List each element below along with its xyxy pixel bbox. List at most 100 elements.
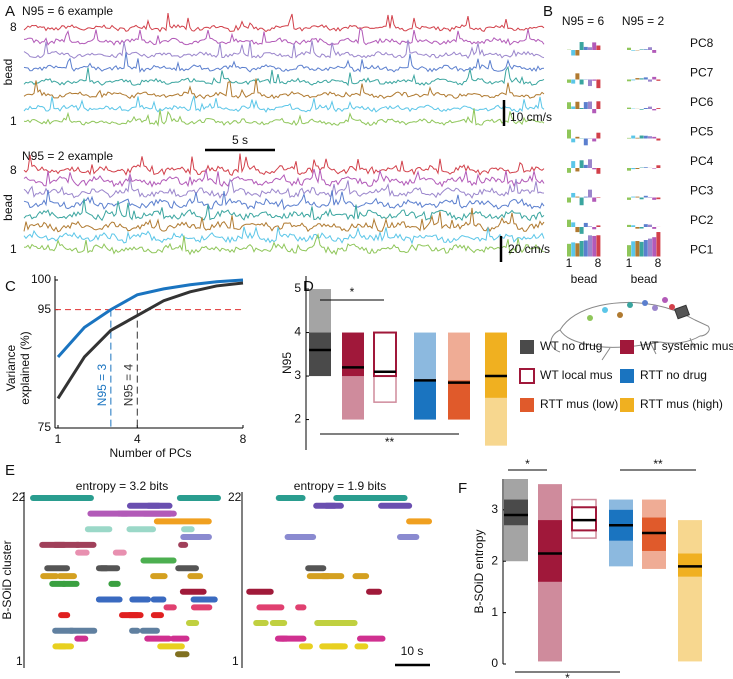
pc-bar — [656, 138, 661, 141]
pc-bar — [579, 42, 584, 50]
speed-trace — [23, 198, 545, 222]
panel-label: C — [5, 278, 16, 295]
pc-bar — [567, 243, 571, 257]
y-tick-label: 75 — [38, 420, 52, 434]
pc-bar — [596, 79, 601, 89]
pc-bar — [583, 222, 588, 227]
pc-bar — [588, 159, 592, 168]
bead-label: bead — [1, 194, 15, 221]
pc-bar — [656, 108, 661, 109]
panel-label: A — [5, 3, 15, 20]
pc-bar — [652, 136, 657, 139]
pc-bar — [656, 197, 661, 200]
pc-bar — [652, 50, 657, 53]
trace-title: N95 = 2 example — [22, 149, 113, 163]
pc-bar — [652, 168, 657, 169]
y-tick-label: 1 — [16, 654, 23, 668]
y-tick-label: 22 — [228, 490, 242, 504]
significance-label: * — [565, 671, 570, 679]
speed-trace — [23, 95, 545, 113]
pc-bar — [643, 167, 648, 168]
pc-bar — [592, 138, 597, 142]
time-scale-label: 10 s — [401, 644, 424, 658]
n95-label: N95 = 4 — [121, 363, 135, 406]
range-bar — [678, 520, 702, 662]
panel-label: D — [303, 278, 314, 295]
pc-bar — [639, 49, 644, 50]
y-tick-label: 1 — [491, 605, 498, 619]
iqr-box — [642, 517, 666, 551]
pc-bar — [592, 197, 597, 202]
mouse-drawing — [550, 297, 710, 361]
y-axis-title: B-SOiD entropy — [472, 529, 486, 613]
pc-bar — [635, 241, 640, 257]
pc-bar — [631, 135, 636, 139]
speed-trace — [23, 27, 545, 46]
pc-bar — [588, 79, 592, 87]
pc-bar — [592, 168, 597, 170]
pc-bar — [627, 197, 631, 200]
pc-bar — [575, 196, 580, 198]
pc-bar — [592, 42, 597, 50]
y-tick-label: 3 — [491, 502, 498, 516]
pc-bar — [639, 241, 644, 257]
pc-bar — [571, 161, 576, 168]
variance-line — [56, 278, 244, 358]
pc-bar — [635, 168, 640, 169]
pc-bar — [648, 224, 652, 227]
pc-bar — [643, 49, 648, 50]
bead-label: bead — [571, 272, 598, 286]
y-axis-title: explained (%) — [18, 331, 32, 404]
iqr-box — [309, 332, 331, 377]
legend-swatch — [520, 340, 534, 354]
pc-bar — [571, 79, 576, 84]
raster-title: entropy = 3.2 bits — [76, 479, 168, 493]
bead-tick: 8 — [595, 256, 602, 270]
pc-bar — [575, 101, 580, 109]
pc-bar — [639, 197, 644, 200]
pc-bar — [643, 135, 648, 139]
iqr-box — [571, 506, 597, 532]
y-axis-title: N95 — [280, 352, 294, 374]
pc-bar — [635, 196, 640, 198]
pc-bar — [583, 164, 588, 168]
pc-bar — [588, 235, 592, 257]
pc-bar — [596, 45, 601, 50]
pc-bar — [643, 107, 648, 109]
pc-bar — [656, 165, 661, 168]
pc-bar — [575, 73, 580, 80]
significance-label: ** — [653, 457, 663, 471]
pc-bar — [592, 235, 597, 257]
significance-label: * — [525, 457, 530, 471]
speed-trace — [23, 78, 545, 100]
significance-label: ** — [385, 435, 395, 449]
pc-bar — [592, 109, 597, 114]
pc-bar — [643, 195, 648, 198]
pc-bar — [627, 137, 631, 139]
legend-swatch — [620, 369, 634, 383]
bead-tick: 1 — [566, 256, 573, 270]
variance-line — [56, 281, 244, 400]
pc-bar — [631, 79, 636, 81]
pc-bar — [631, 196, 636, 198]
pc-bar — [583, 138, 588, 146]
pc-bar — [571, 192, 576, 198]
pc-bar — [583, 46, 588, 50]
pc-bar — [627, 79, 631, 82]
pc-bar — [631, 50, 636, 51]
pc-bar — [592, 79, 597, 81]
pc-label: PC5 — [690, 125, 714, 139]
pc-bar — [635, 227, 640, 229]
speed-trace — [23, 108, 545, 127]
iqr-box — [342, 332, 364, 377]
legend-swatch — [519, 368, 535, 384]
pc-bar — [567, 168, 571, 173]
pc-bar — [639, 227, 644, 229]
pc-bar — [579, 240, 584, 257]
pc-bar — [652, 109, 657, 111]
iqr-box — [504, 499, 528, 526]
panel-label: B — [543, 3, 553, 20]
x-tick-label: 8 — [240, 432, 247, 446]
speed-trace — [23, 65, 545, 87]
legend-label: RTT mus (low) — [540, 397, 618, 411]
